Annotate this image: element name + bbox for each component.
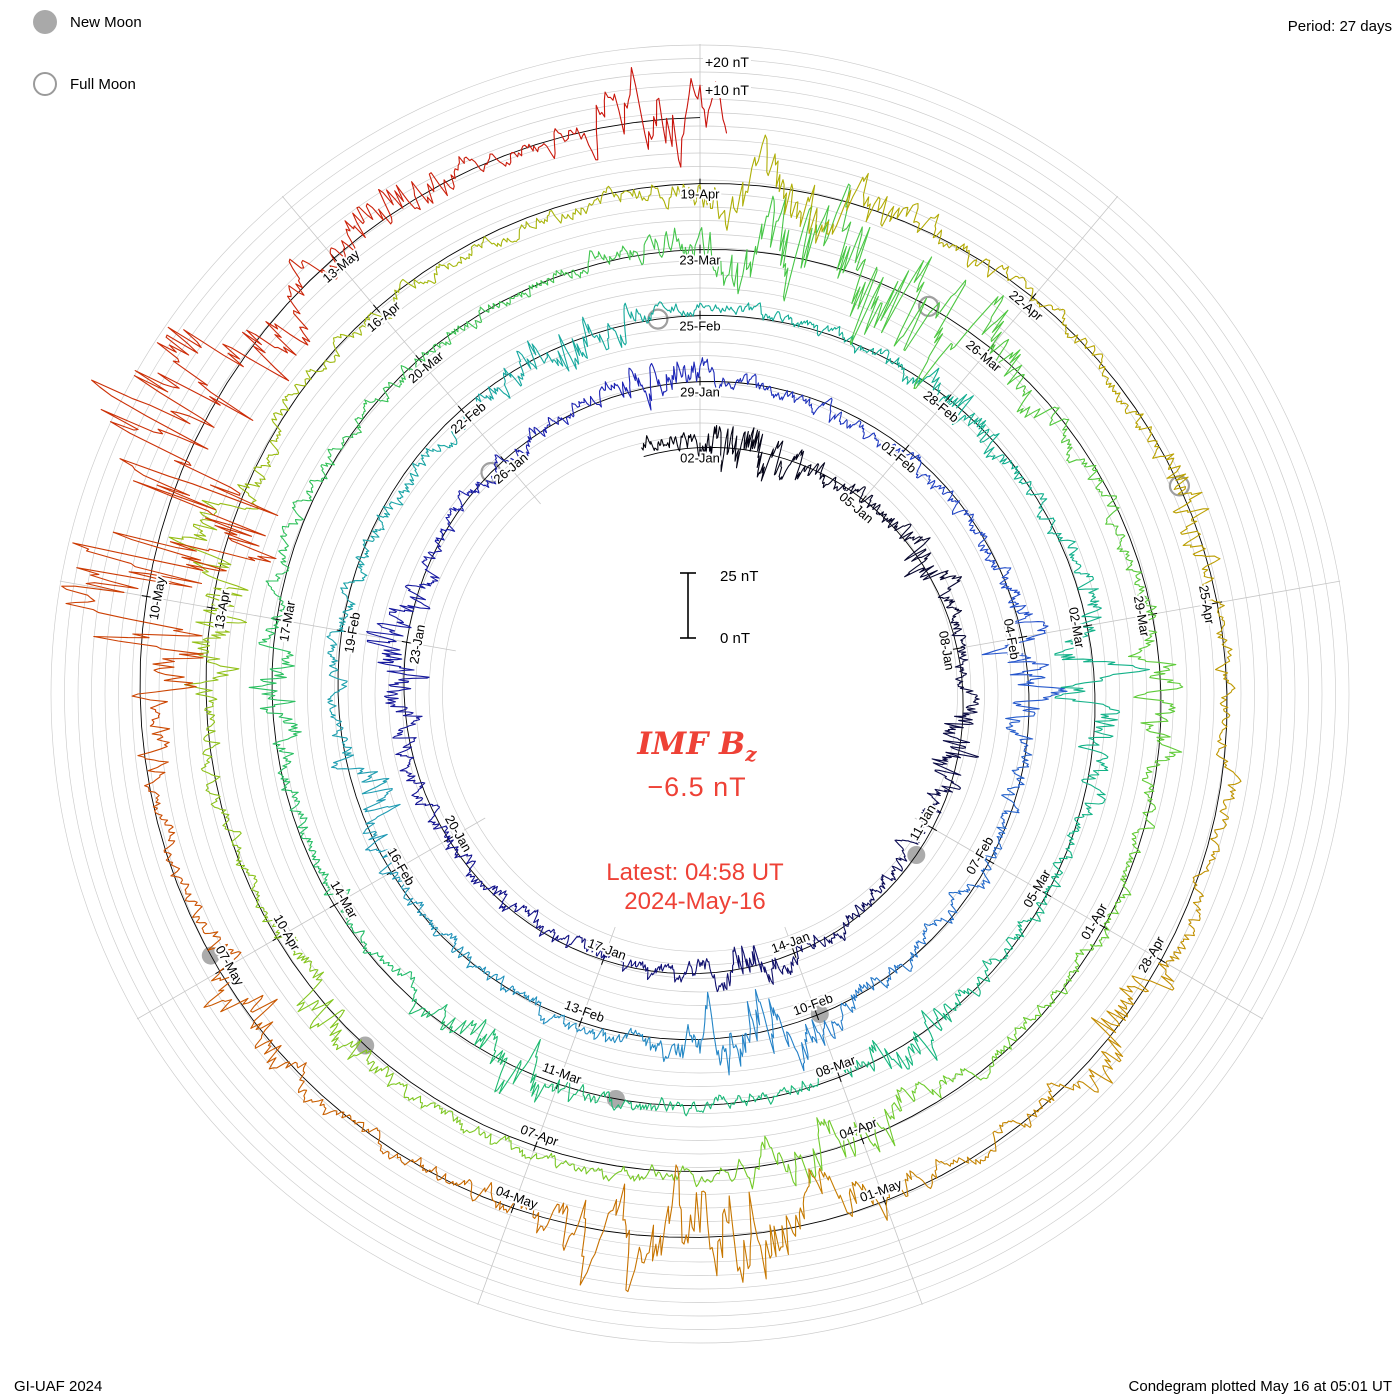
date-label: 14-Mar [327, 878, 361, 922]
center-title: IMF Bz [637, 726, 756, 766]
date-label: 23-Jan [406, 623, 428, 665]
full-moon-marker [917, 295, 940, 317]
date-label: 19-Apr [680, 187, 720, 202]
date-label: 14-Jan [769, 928, 811, 956]
latest-time: Latest: 04:58 UT [606, 859, 784, 886]
moon-markers [201, 295, 1191, 1108]
date-label: 28-Apr [1135, 933, 1168, 975]
center-title-subscript: z [745, 742, 757, 767]
ring-plus10-label: +10 nT [703, 82, 751, 98]
bz-trace [61, 66, 1242, 1293]
date-label: 11-Mar [541, 1059, 585, 1087]
date-label: 01-May [858, 1176, 904, 1205]
footer-credit: GI-UAF 2024 [14, 1378, 103, 1395]
new-moon-icon [33, 10, 57, 34]
date-label: 01-Apr [1078, 900, 1111, 942]
footer-plotted: Condegram plotted May 16 at 05:01 UT [1128, 1378, 1392, 1395]
latest-block: Latest: 04:58 UT 2024-May-16 [606, 858, 783, 916]
center-title-text: IMF B [637, 726, 746, 762]
full-moon-icon [33, 72, 57, 96]
date-label: 11-Jan [906, 802, 938, 843]
scale-bar [680, 572, 696, 639]
latest-date: 2024-May-16 [624, 888, 766, 915]
date-label: 23-Mar [679, 253, 721, 268]
date-label: 29-Jan [680, 385, 720, 400]
date-label: 29-Mar [1131, 595, 1153, 639]
period-label: Period: 27 days [1287, 18, 1392, 35]
date-label: 04-Feb [1001, 617, 1023, 660]
scale-bottom-label: 0 nT [720, 630, 751, 647]
legend-full-moon-label: Full Moon [70, 76, 136, 93]
date-label: 07-Apr [518, 1122, 560, 1150]
date-label: 02-Mar [1066, 606, 1088, 650]
date-label: 02-Jan [680, 451, 720, 466]
date-label: 25-Feb [679, 319, 720, 334]
legend-new-moon-label: New Moon [70, 14, 142, 31]
ring-plus20-label: +20 nT [703, 54, 751, 70]
date-label: 04-Apr [837, 1114, 879, 1142]
scale-top-label: 25 nT [720, 568, 759, 585]
date-label: 07-Feb [963, 834, 997, 877]
center-value: −6.5 nT [647, 772, 747, 802]
full-moon-marker [1168, 475, 1191, 497]
